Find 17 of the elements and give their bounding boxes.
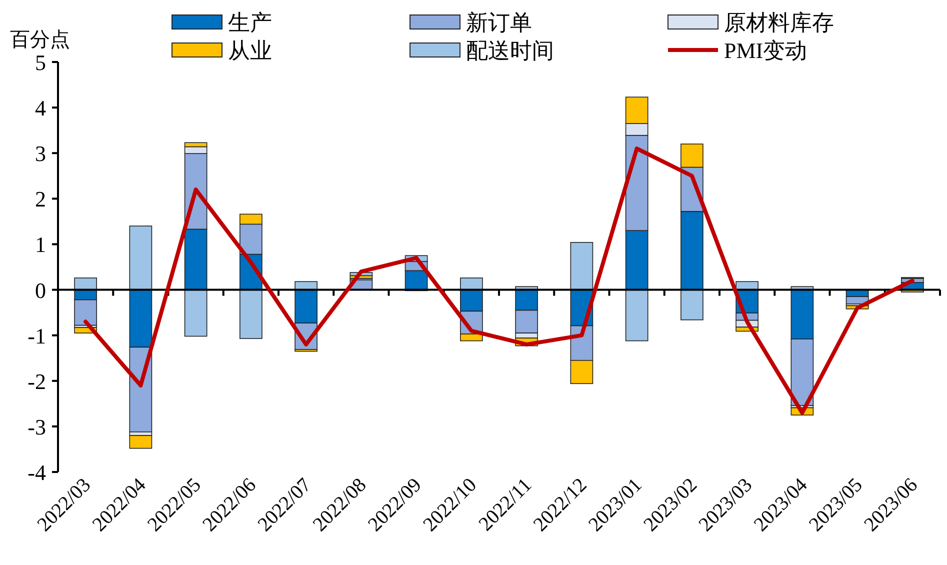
y-tick-label: -2	[28, 368, 46, 394]
legend-label: 从业	[228, 38, 272, 63]
legend-label: 原材料库存	[724, 10, 834, 35]
legend-label: PMI变动	[724, 38, 808, 63]
y-tick-label: 2	[35, 186, 46, 212]
y-tick-label: -4	[28, 460, 46, 485]
y-tick-label: 0	[35, 278, 46, 303]
y-tick-label: -1	[28, 323, 46, 348]
y-tick-label: 3	[35, 141, 46, 166]
y-tick-label: 4	[35, 96, 46, 121]
y-tick-label: -3	[28, 414, 46, 440]
y-axis-title: 百分点	[10, 29, 70, 51]
legend-label: 配送时间	[466, 38, 554, 63]
legend-label: 新订单	[466, 10, 532, 35]
y-tick-label: 1	[35, 232, 46, 258]
y-tick-label: 5	[35, 50, 46, 75]
legend-label: 生产	[228, 10, 272, 35]
